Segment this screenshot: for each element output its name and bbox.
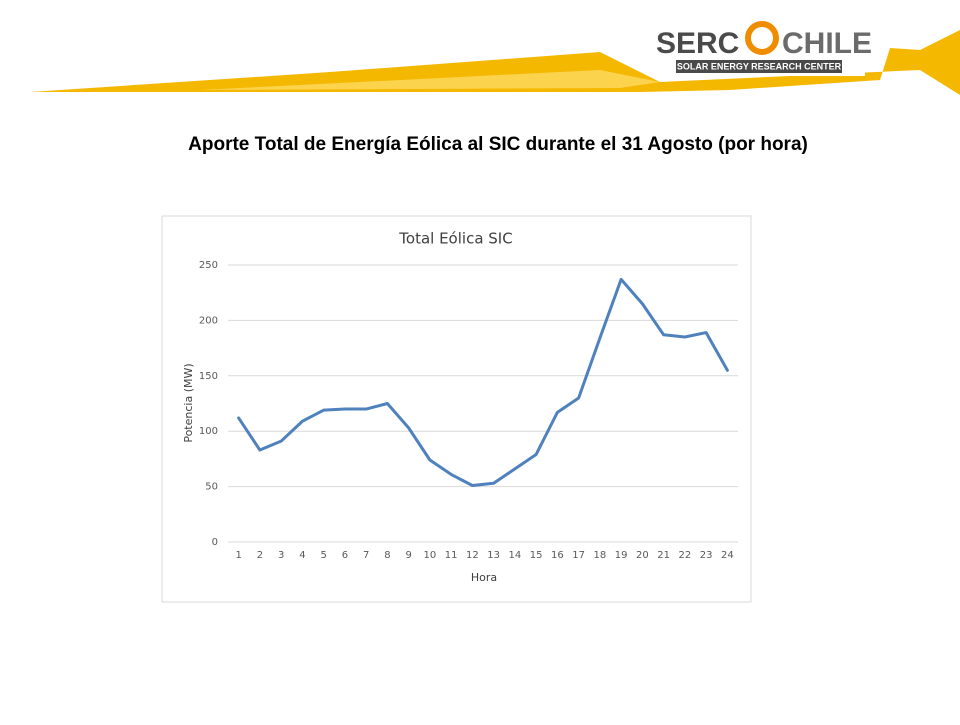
header-swoosh <box>30 30 960 95</box>
x-tick-label: 8 <box>384 550 390 561</box>
chart-frame <box>161 215 752 603</box>
y-tick-label: 100 <box>199 426 218 437</box>
x-axis-label: Hora <box>471 571 497 584</box>
logo-right: CHILE <box>782 27 872 60</box>
tagline-band <box>676 60 842 73</box>
y-tick-label: 150 <box>199 371 218 382</box>
chart-title: Total Eólica SIC <box>398 230 512 248</box>
y-tick-label: 50 <box>205 482 218 493</box>
x-tick-label: 21 <box>657 550 670 561</box>
logo-left: SERC <box>656 27 739 60</box>
x-tick-label: 24 <box>721 550 734 561</box>
header-swoosh-light <box>200 70 660 90</box>
x-tick-label: 23 <box>700 550 713 561</box>
x-tick-label: 9 <box>405 550 411 561</box>
x-tick-label: 3 <box>278 550 284 561</box>
x-tick-label: 11 <box>445 550 458 561</box>
slide-title: Aporte Total de Energía Eólica al SIC du… <box>188 134 808 155</box>
x-tick-label: 10 <box>424 550 437 561</box>
x-tick-label: 13 <box>487 550 500 561</box>
x-tick-label: 16 <box>551 550 564 561</box>
x-tick-label: 6 <box>342 550 348 561</box>
x-tick-label: 4 <box>299 550 305 561</box>
x-tick-label: 18 <box>594 550 607 561</box>
x-tick-label: 7 <box>363 550 369 561</box>
tagline: SOLAR ENERGY RESEARCH CENTER <box>677 61 842 71</box>
y-tick-label: 200 <box>199 315 218 326</box>
x-tick-label: 22 <box>679 550 692 561</box>
logo-sun <box>745 21 779 55</box>
x-tick-label: 2 <box>257 550 263 561</box>
y-tick-label: 250 <box>199 260 218 271</box>
x-tick-label: 17 <box>572 550 585 561</box>
y-axis-label: Potencia (MW) <box>182 363 195 442</box>
x-tick-label: 1 <box>235 550 241 561</box>
x-tick-label: 20 <box>636 550 649 561</box>
data-line <box>237 277 729 487</box>
x-tick-label: 19 <box>615 550 628 561</box>
x-tick-label: 5 <box>320 550 326 561</box>
x-tick-label: 12 <box>466 550 479 561</box>
x-tick-label: 14 <box>509 550 522 561</box>
x-tick-label: 15 <box>530 550 543 561</box>
y-tick-label: 0 <box>212 537 218 548</box>
